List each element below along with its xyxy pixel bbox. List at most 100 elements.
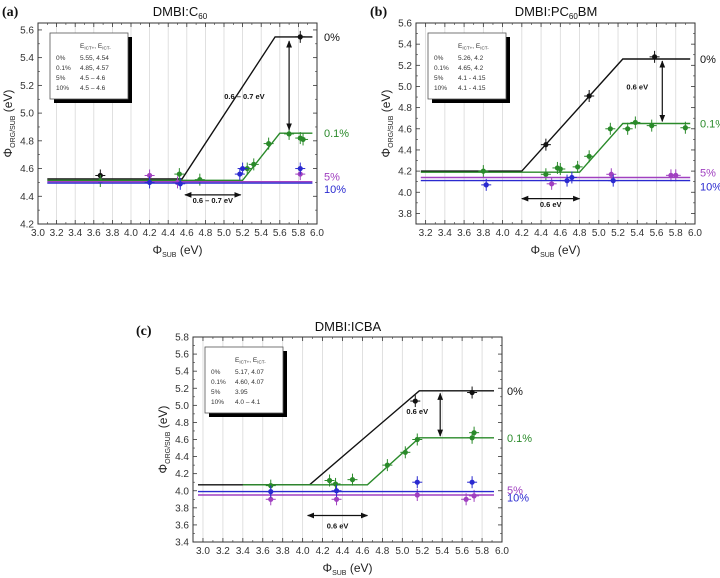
y-tick-label: 5.4 [175,367,189,378]
data-point [632,119,638,126]
x-tick-label: 5.6 [273,228,287,239]
x-tick-label: 4.2 [143,228,157,239]
data-point [384,462,390,468]
x-tick-label: 3.8 [105,228,119,239]
y-tick-label: 5.0 [175,401,189,412]
panel-label: (a) [2,5,19,20]
data-point [469,435,475,441]
data-point [469,389,475,396]
series-line-0_1pct [242,437,494,486]
y-tick-label: 5.0 [398,82,412,93]
x-label-units: (eV) [176,243,202,257]
x-tick-label: 5.0 [217,228,231,239]
data-point [297,165,303,172]
x-axis-label: ΦSUB (eV) [153,243,203,259]
data-point [268,489,274,495]
series-label: 0% [507,386,523,398]
chart-panel-c: 3.0 3.2 3.4 3.6 3.8 4.0 4.2 4.4 4.6 4.8 5.0 5.2 5.4 5… [136,319,532,577]
data-point [402,449,408,455]
x-tick-label: 5.8 [291,228,305,239]
y-tick-label: 5.6 [20,25,34,36]
chart-title: DMBI:C60 [153,4,208,21]
data-point [564,178,570,184]
series-label: 5% [324,172,340,184]
y-label-symbol: Φ [156,464,170,474]
x-tick-label: 4.6 [355,546,369,557]
y-tick-label: 4.4 [20,192,34,203]
data-point [649,123,655,129]
x-tick-label: 4.0 [296,546,310,557]
plot-frame [415,22,696,225]
data-point [586,153,592,159]
data-point [266,141,272,147]
legend-header-sub1: ICT+ [239,360,249,365]
legend-row-label: 0% [434,55,444,62]
legend-header-e1: E [235,357,240,364]
y-label-subscript: ORG/SUB [388,115,395,148]
data-point [147,179,153,186]
data-point [414,479,420,485]
chart-title: DMBI:ICBA [315,319,382,334]
data-point [651,54,658,60]
y-tick-label: 5.2 [175,384,189,395]
x-tick-label: 4.2 [316,546,330,557]
legend-row-value: 4.60, 4.07 [235,379,264,386]
annotation-label: 0.6 eV [406,407,428,416]
y-tick-label: 4.0 [175,486,189,497]
y-tick-label: 5.4 [20,53,34,64]
y-tick-label: 4.6 [398,124,412,135]
legend-box [427,32,507,100]
legend-row-label: 5% [434,75,444,82]
data-point [147,172,153,179]
y-tick-label: 4.8 [398,103,412,114]
data-point [414,492,420,498]
legend-row-label: 0% [211,369,221,376]
y-tick-label: 4.4 [398,145,412,156]
data-point [333,496,340,502]
legend-header-e1: E [458,43,463,50]
data-point [333,488,340,494]
data-point [673,172,679,178]
x-label-symbol: Φ [323,561,333,575]
title-text: DMBI:ICBA [315,319,382,334]
x-tick-label: 5.2 [415,546,429,557]
data-point [326,477,333,484]
series-label: 0.1% [700,119,720,131]
y-label-units: (eV) [1,90,15,116]
legend-row-value: 4.65, 4.2 [458,65,484,72]
series-label: 5% [700,167,716,179]
y-tick-label: 4.0 [398,188,412,199]
x-tick-label: 6.0 [688,228,702,239]
annotation-label: 0.6 – 0.7 eV [193,196,233,205]
x-label-subscript: SUB [162,252,177,259]
x-tick-label: 3.6 [457,228,471,239]
x-axis-label: ΦSUB (eV) [531,243,581,259]
x-tick-label: 3.0 [196,546,210,557]
legend-row-value: 4.5 – 4.6 [80,75,106,82]
x-tick-label: 3.4 [236,546,250,557]
y-tick-label: 4.2 [20,220,34,231]
x-tick-label: 4.4 [161,228,175,239]
data-point [543,171,549,177]
title-suffix: BM [578,4,598,19]
legend-row-label: 0.1% [434,65,449,72]
y-axis-label: ΦORG/SUB (eV) [156,406,172,474]
legend-row-label: 10% [211,399,224,406]
legend-header: EICT+, EICT- [80,43,111,51]
y-tick-label: 4.4 [175,452,189,463]
legend-row-value: 4.5 – 4.6 [80,85,106,92]
data-point [177,181,183,187]
y-tick-label: 3.6 [175,520,189,531]
x-tick-label: 4.4 [336,546,350,557]
x-tick-label: 4.8 [198,228,212,239]
y-label-subscript: ORG/SUB [10,115,17,148]
y-label-units: (eV) [379,90,393,116]
data-point [557,166,563,172]
legend-row-label: 0.1% [211,379,226,386]
legend-header-sep: , E [94,43,103,50]
data-point [471,430,477,436]
series-line-0_1pct [420,122,691,173]
data-point [625,126,631,132]
panel-label: (b) [370,5,387,20]
